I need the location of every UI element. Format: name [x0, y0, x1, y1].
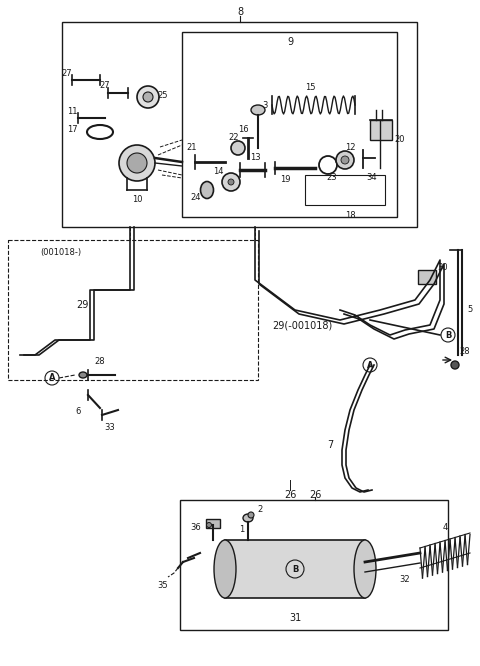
Circle shape	[127, 153, 147, 173]
Ellipse shape	[251, 105, 265, 115]
Ellipse shape	[201, 182, 214, 198]
Text: 11: 11	[67, 107, 77, 117]
Text: 28: 28	[95, 358, 105, 366]
Text: 10: 10	[132, 196, 142, 204]
Circle shape	[341, 156, 349, 164]
Text: 13: 13	[250, 153, 260, 163]
Text: 15: 15	[305, 83, 315, 93]
Bar	[418, 270, 436, 284]
Circle shape	[137, 86, 159, 108]
Text: 8: 8	[237, 7, 243, 17]
Text: 35: 35	[158, 581, 168, 589]
Text: 12: 12	[345, 143, 355, 153]
Bar	[370, 120, 392, 140]
Bar	[62, 22, 417, 227]
Text: 6: 6	[75, 408, 81, 416]
Text: 16: 16	[238, 125, 248, 135]
Bar	[8, 240, 258, 380]
Circle shape	[119, 145, 155, 181]
Text: 9: 9	[287, 37, 293, 47]
Text: 23: 23	[327, 174, 337, 182]
Text: 26: 26	[284, 490, 296, 500]
Text: 5: 5	[468, 306, 473, 314]
Ellipse shape	[79, 372, 87, 378]
Circle shape	[206, 523, 212, 527]
Text: (001018-): (001018-)	[40, 248, 81, 256]
Ellipse shape	[214, 540, 236, 598]
Bar	[180, 500, 448, 630]
Text: 32: 32	[400, 575, 410, 585]
Text: 4: 4	[443, 523, 448, 533]
Text: 22: 22	[229, 133, 239, 143]
Text: 17: 17	[67, 125, 77, 135]
Text: B: B	[292, 565, 298, 573]
Text: 14: 14	[213, 168, 223, 176]
Bar	[182, 32, 397, 217]
Text: 3: 3	[262, 101, 268, 109]
Text: 20: 20	[395, 135, 405, 145]
Text: 1: 1	[240, 525, 245, 535]
Text: 33: 33	[105, 424, 115, 432]
Circle shape	[228, 179, 234, 185]
Text: 25: 25	[158, 91, 168, 99]
Bar	[206, 519, 220, 528]
Circle shape	[143, 92, 153, 102]
Circle shape	[231, 141, 245, 155]
Bar	[225, 540, 365, 598]
Bar	[305, 175, 385, 205]
Text: 28: 28	[460, 348, 470, 356]
Circle shape	[336, 151, 354, 169]
Text: 19: 19	[280, 176, 290, 184]
Text: 36: 36	[191, 523, 202, 533]
Circle shape	[451, 361, 459, 369]
Text: 29: 29	[76, 300, 88, 310]
Text: 2: 2	[257, 505, 263, 515]
Text: 7: 7	[327, 440, 333, 450]
Text: 27: 27	[100, 81, 110, 89]
Text: 27: 27	[62, 69, 72, 77]
Text: 34: 34	[367, 174, 377, 182]
Ellipse shape	[243, 514, 253, 522]
Text: A: A	[49, 374, 55, 382]
Circle shape	[222, 173, 240, 191]
Text: 31: 31	[289, 613, 301, 623]
Text: 18: 18	[345, 210, 355, 220]
Text: 21: 21	[187, 143, 197, 153]
Text: B: B	[445, 330, 451, 340]
Circle shape	[248, 512, 254, 518]
Text: 29(-001018): 29(-001018)	[272, 320, 332, 330]
Text: 30: 30	[438, 262, 448, 272]
Text: 26: 26	[309, 490, 321, 500]
Text: 24: 24	[191, 194, 201, 202]
Text: A: A	[367, 360, 373, 370]
Ellipse shape	[354, 540, 376, 598]
